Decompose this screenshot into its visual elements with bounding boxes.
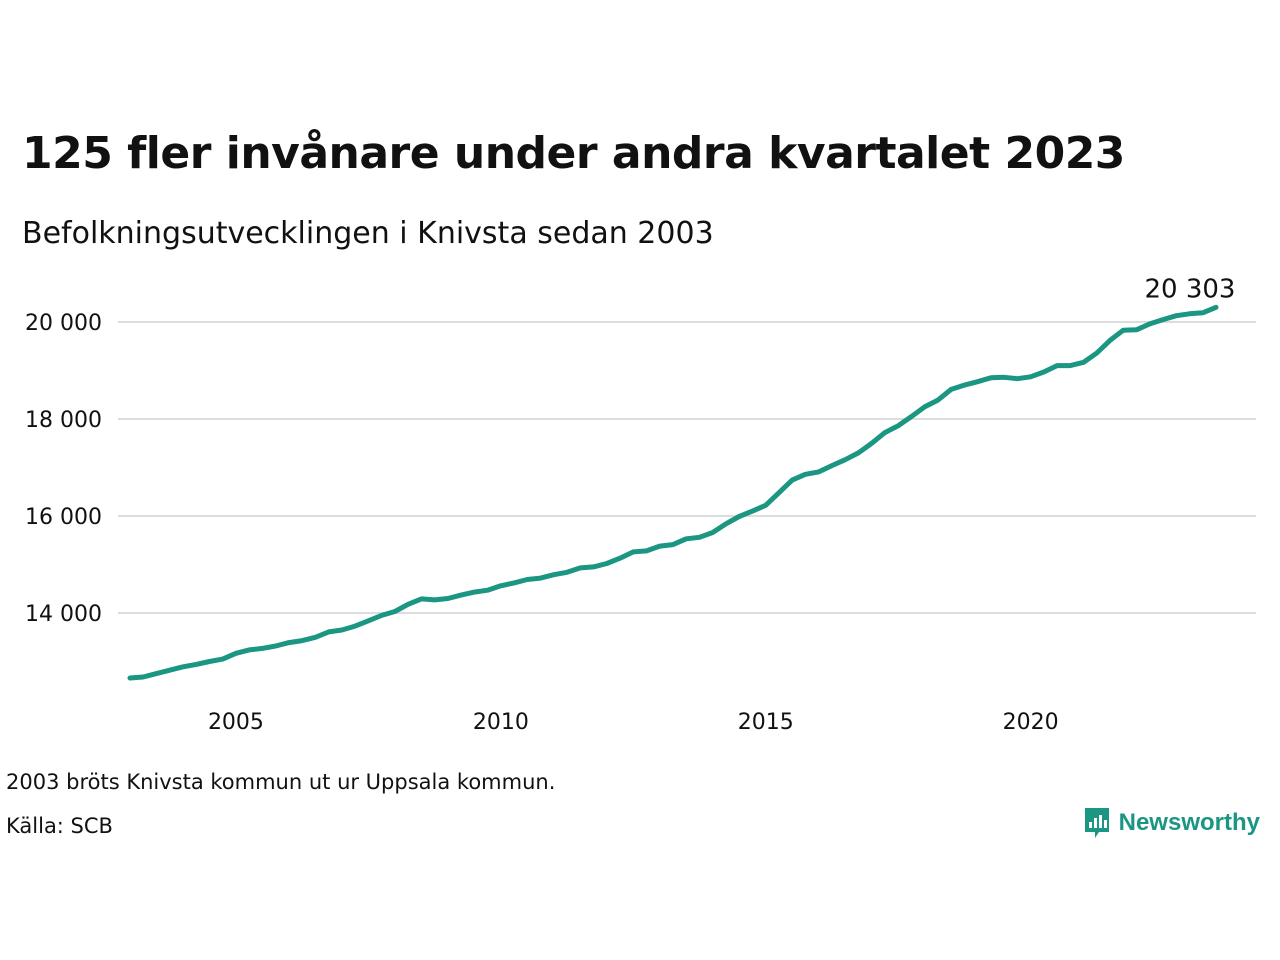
chart-title: 125 fler invånare under andra kvartalet … [22, 128, 1125, 179]
y-tick-label: 20 000 [25, 311, 102, 336]
newsworthy-logo-text: Newsworthy [1118, 809, 1260, 836]
footnote: 2003 bröts Knivsta kommun ut ur Uppsala … [6, 770, 556, 794]
end-value-label: 20 303 [1145, 274, 1236, 304]
x-axis-ticks: 2005 2010 2015 2020 [208, 710, 1059, 735]
line-chart: 14 000 16 000 18 000 20 000 2005 2010 2015 202… [25, 274, 1256, 735]
source-credit: Källa: SCB [6, 814, 113, 838]
x-tick-label: 2005 [208, 710, 264, 735]
chart-subtitle: Befolkningsutvecklingen i Knivsta sedan … [22, 216, 714, 251]
y-tick-label: 16 000 [25, 505, 102, 530]
x-tick-label: 2010 [473, 710, 529, 735]
y-tick-label: 18 000 [25, 408, 102, 433]
population-line [127, 304, 1219, 681]
newsworthy-logo: Newsworthy [1083, 806, 1260, 840]
gridlines [118, 321, 1256, 614]
x-tick-label: 2020 [1003, 710, 1059, 735]
x-tick-label: 2015 [738, 710, 794, 735]
y-axis-ticks: 14 000 16 000 18 000 20 000 [25, 311, 102, 627]
y-tick-label: 14 000 [25, 602, 102, 627]
newsworthy-logo-icon [1084, 808, 1109, 838]
